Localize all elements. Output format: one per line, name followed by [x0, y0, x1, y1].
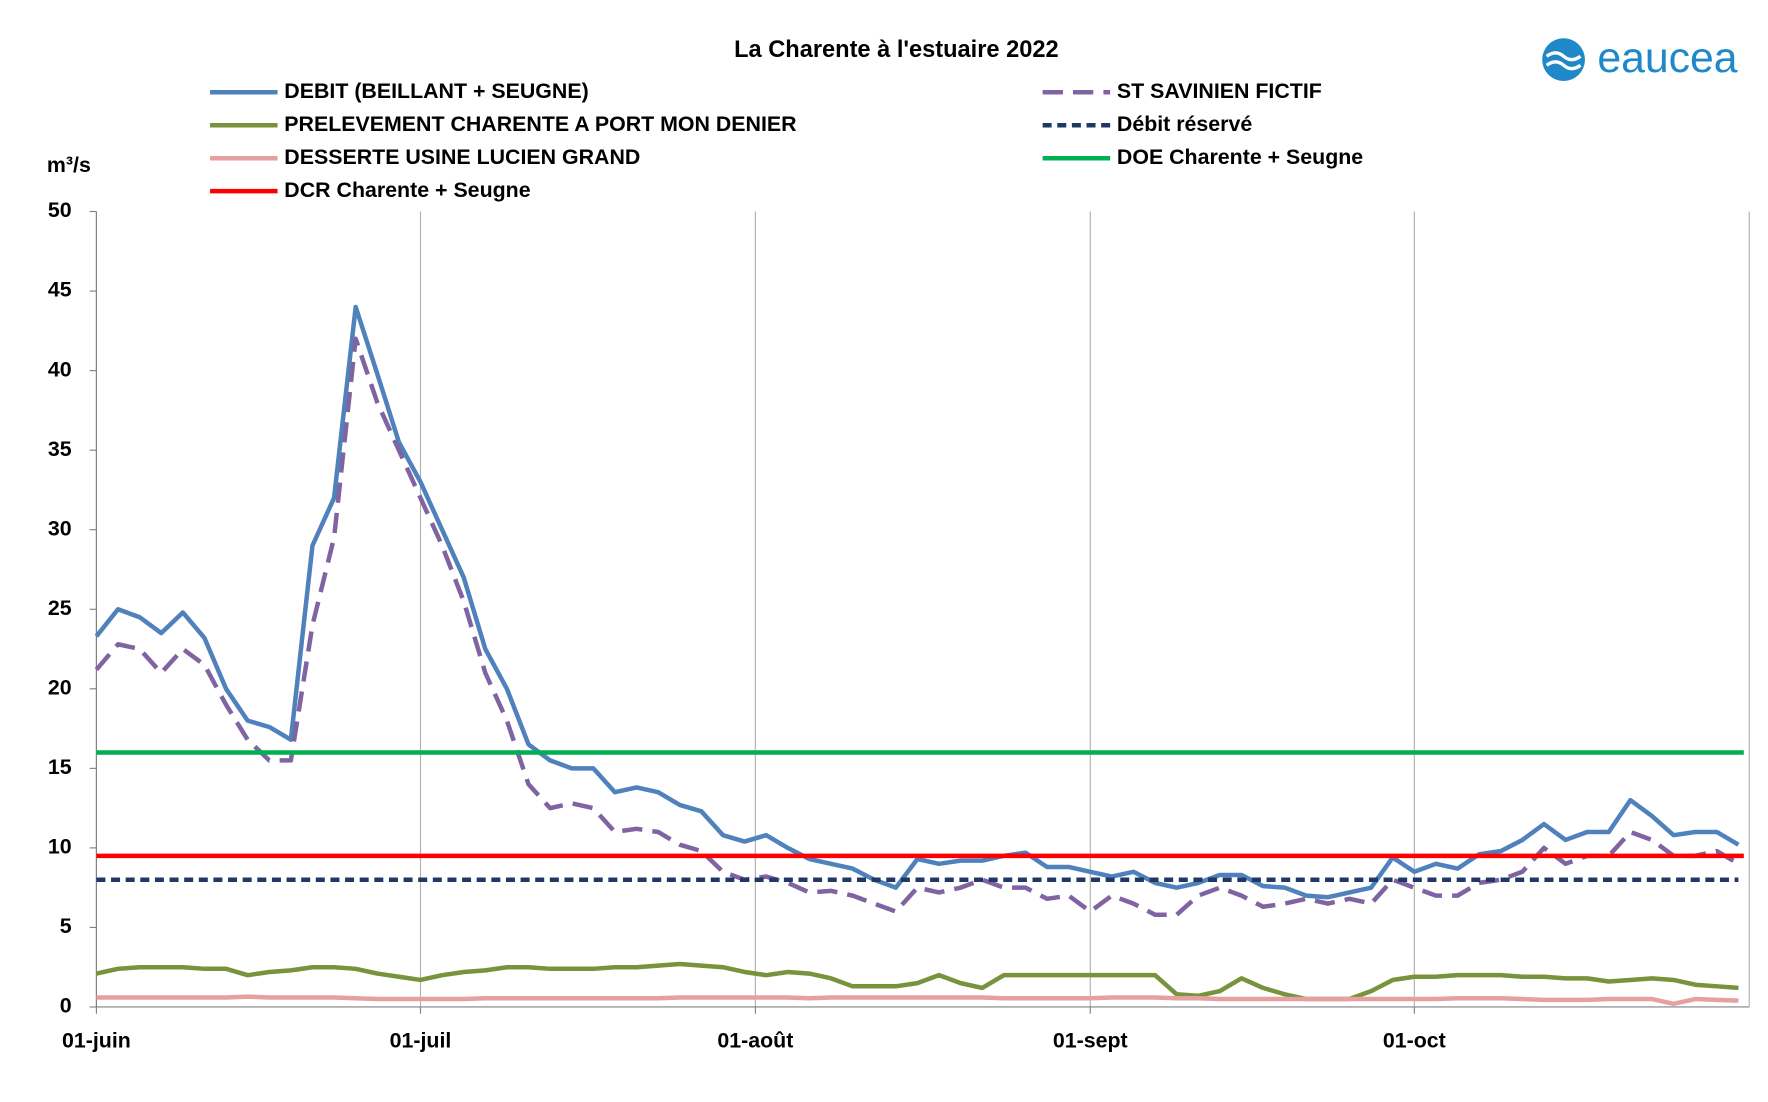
- x-tick-label: 01-sept: [1053, 1029, 1128, 1053]
- legend-label: PRELEVEMENT CHARENTE A PORT MON DENIER: [284, 112, 796, 136]
- legend-label: ST SAVINIEN FICTIF: [1117, 79, 1322, 103]
- x-tick-label: 01-oct: [1383, 1029, 1446, 1053]
- y-tick-label: 25: [48, 596, 72, 620]
- x-tick-label: 01-juin: [62, 1029, 131, 1053]
- logo: eaucea: [1542, 34, 1738, 82]
- series-line: [94, 304, 1740, 900]
- y-tick-label: 20: [48, 675, 72, 699]
- y-tick-label: 15: [48, 755, 72, 779]
- legend-label: DESSERTE USINE LUCIEN GRAND: [284, 145, 640, 169]
- x-tick-label: 01-juil: [390, 1029, 452, 1053]
- series-line: [96, 994, 1739, 1007]
- chart-title: La Charente à l'estuaire 2022: [734, 37, 1059, 63]
- legend-label: Débit réservé: [1117, 112, 1252, 136]
- legend-label: DEBIT (BEILLANT + SEUGNE): [284, 79, 588, 103]
- y-tick-label: 5: [60, 914, 72, 938]
- legend-label: DCR Charente + Seugne: [284, 178, 530, 202]
- logo-text: eaucea: [1597, 34, 1737, 82]
- y-tick-label: 30: [48, 516, 72, 540]
- y-axis-label: m³/s: [47, 153, 91, 177]
- y-tick-label: 40: [48, 357, 72, 381]
- y-tick-label: 35: [48, 437, 72, 461]
- logo-icon: [1542, 38, 1585, 82]
- logo-waves: [1545, 51, 1582, 71]
- series-line: [95, 961, 1739, 1002]
- series-line: [94, 336, 1740, 917]
- y-tick-label: 50: [48, 198, 72, 222]
- y-tick-label: 0: [60, 994, 72, 1018]
- y-tick-label: 10: [48, 835, 72, 859]
- legend-label: DOE Charente + Seugne: [1117, 145, 1363, 169]
- x-tick-label: 01-août: [717, 1029, 793, 1053]
- y-tick-label: 45: [48, 278, 72, 302]
